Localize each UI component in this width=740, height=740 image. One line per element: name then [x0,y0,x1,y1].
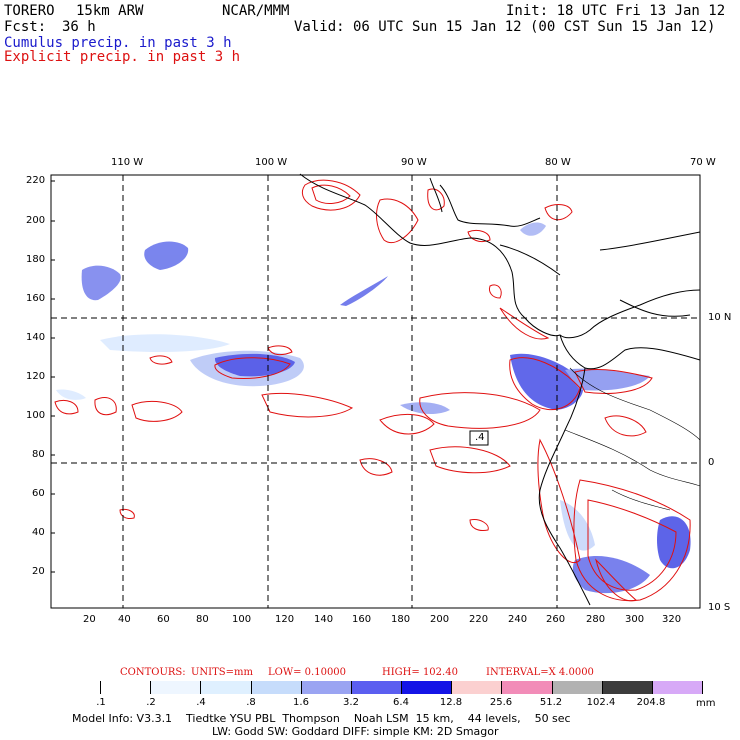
colorbar-swatch [602,681,653,694]
init-time: Init: 18 UTC Fri 13 Jan 12 [506,3,726,19]
colorbar-label: 3.2 [343,697,359,708]
contours-interval: INTERVAL=X 4.0000 [486,667,594,678]
x-tick: 140 [314,614,334,625]
x-tick: 300 [625,614,645,625]
model-name: TORERO [4,3,55,19]
field-cumulus-precip: Cumulus precip. in past 3 h [4,35,232,51]
colorbar-label: 204.8 [636,697,666,708]
forecast-hour: 36 h [62,19,96,35]
colorbar-label: .2 [146,697,156,708]
colorbar-units: mm [696,698,716,709]
y-tick: 20 [32,566,45,577]
colorbar-label: .1 [96,697,106,708]
colorbar-label: 102.4 [586,697,616,708]
lat-lon-grid [51,175,700,608]
colorbar-label: 1.6 [293,697,309,708]
x-tick: 100 [232,614,252,625]
y-tick: 100 [26,410,46,421]
x-tick: 200 [430,614,450,625]
axis-ticks [51,180,55,573]
colorbar-swatch [402,681,453,694]
colorbar-swatch [151,681,202,694]
x-tick: 120 [275,614,295,625]
colorbar-label: 51.2 [539,697,563,708]
contours-high: HIGH= 102.40 [382,667,458,678]
x-tick: 60 [157,614,170,625]
country-borders [564,367,701,511]
x-tick: 280 [586,614,606,625]
explicit-precip-contours [54,179,691,602]
annotation-box [469,430,489,446]
contours-low: LOW= 0.10000 [268,667,347,678]
x-tick: 320 [662,614,682,625]
lon-label-100w: 100 W [255,157,288,168]
y-tick: 60 [32,488,45,499]
model-resolution: 15km ARW [76,3,144,19]
field-explicit-precip: Explicit precip. in past 3 h [4,49,241,65]
y-tick: 200 [26,215,46,226]
cumulus-precip-areas [56,222,691,594]
y-tick: 220 [26,175,46,186]
x-tick: 80 [196,614,209,625]
colorbar-swatch [452,681,503,694]
lat-label-10n: 10 N [708,312,732,323]
contours-units: UNITS=mm [191,667,253,678]
valid-time: Valid: 06 UTC Sun 15 Jan 12 (00 CST Sun … [294,19,716,35]
forecast-label: Fcst: [4,19,47,35]
lon-label-110w: 110 W [111,157,144,168]
contours-label: CONTOURS: [120,667,186,678]
colorbar-swatch [652,681,703,694]
colorbar-swatch [251,681,302,694]
x-tick: 260 [546,614,566,625]
y-tick: 160 [26,293,46,304]
y-tick: 140 [26,332,46,343]
model-info-line2: LW: Godd SW: Goddard DIFF: simple KM: 2D… [212,725,499,738]
x-tick: 40 [118,614,131,625]
colorbar-swatch [301,681,352,694]
colorbar-swatch [101,681,152,694]
x-tick: 180 [391,614,411,625]
colorbar-label: 6.4 [393,697,409,708]
colorbar-label: .8 [246,697,256,708]
lon-label-80w: 80 W [545,157,571,168]
y-tick: 80 [32,449,45,460]
lon-label-90w: 90 W [401,157,427,168]
colorbar-label: 25.6 [489,697,513,708]
x-tick: 240 [508,614,528,625]
model-info-line1: Model Info: V3.3.1 Tiedtke YSU PBL Thomp… [72,712,571,725]
lon-label-70w: 70 W [690,157,716,168]
colorbar-swatch [351,681,403,694]
y-tick: 180 [26,254,46,265]
coastlines [299,173,701,606]
colorbar-swatch [552,681,603,694]
annotation-label: .4 [475,432,485,443]
y-tick: 120 [26,371,46,382]
map-frame [50,174,701,609]
x-tick: 20 [83,614,96,625]
colorbar-swatch [201,681,252,694]
colorbar-swatch [502,681,553,694]
colorbar-swatch [51,681,102,694]
colorbar-label: .4 [196,697,206,708]
lat-label-equator: 0 [708,457,715,468]
colorbar-label: 12.8 [439,697,463,708]
x-tick: 220 [469,614,489,625]
x-tick: 160 [352,614,372,625]
model-center: NCAR/MMM [222,3,290,19]
y-tick: 40 [32,527,45,538]
lat-label-10s: 10 S [708,602,731,613]
